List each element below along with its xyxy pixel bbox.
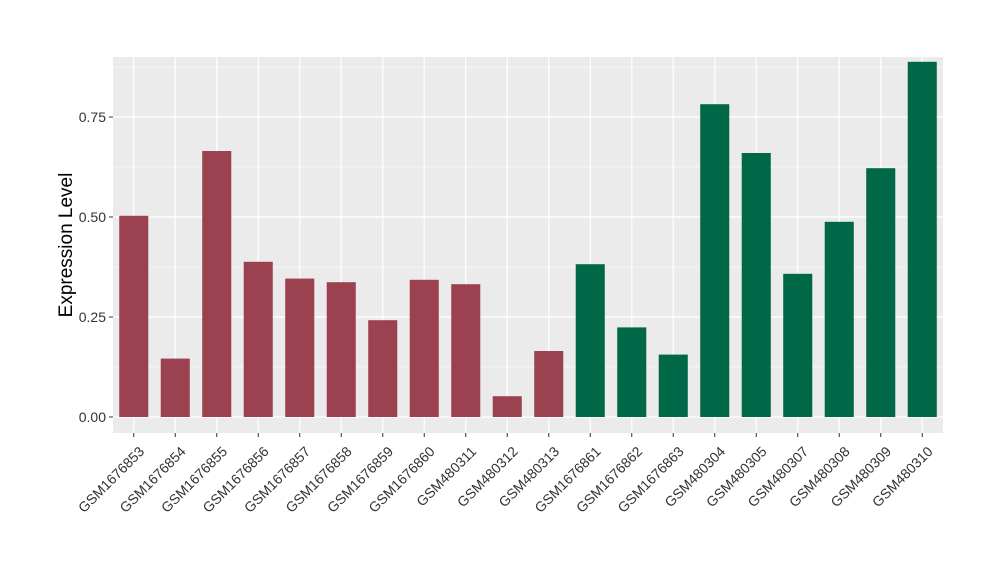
bar-GSM480312 — [492, 396, 522, 417]
bar-GSM480309 — [866, 168, 896, 417]
bar-GSM1676863 — [658, 354, 688, 417]
y-tick-label: 0.50 — [79, 209, 106, 225]
bar-GSM480304 — [700, 104, 730, 417]
y-axis: 0.00 0.25 0.50 0.75 — [79, 109, 113, 425]
bar-GSM480311 — [451, 284, 481, 417]
bar-GSM480313 — [534, 351, 564, 417]
y-tick-label: 0.25 — [79, 309, 106, 325]
bar-GSM480310 — [907, 61, 937, 418]
plot-panel — [113, 57, 943, 433]
bar-GSM480308 — [824, 221, 854, 417]
bar-GSM1676862 — [617, 327, 647, 417]
y-axis-title: Expression Level — [56, 173, 77, 318]
y-tick-label: 0.00 — [79, 409, 106, 425]
bar-GSM1676861 — [575, 264, 605, 417]
bar-GSM480307 — [783, 273, 813, 417]
bar-GSM1676854 — [160, 358, 190, 417]
bar-GSM1676859 — [368, 320, 398, 417]
bars — [119, 61, 937, 418]
bar-GSM480305 — [741, 153, 771, 417]
bar-GSM1676857 — [285, 278, 315, 417]
bar-GSM1676856 — [243, 261, 273, 417]
x-axis: GSM1676853GSM1676854GSM1676855GSM1676856… — [75, 433, 936, 516]
bar-GSM1676853 — [119, 215, 149, 417]
bar-GSM1676860 — [409, 279, 439, 417]
bar-GSM1676855 — [202, 151, 232, 417]
bar-GSM1676858 — [326, 282, 356, 417]
y-tick-label: 0.75 — [79, 109, 106, 125]
